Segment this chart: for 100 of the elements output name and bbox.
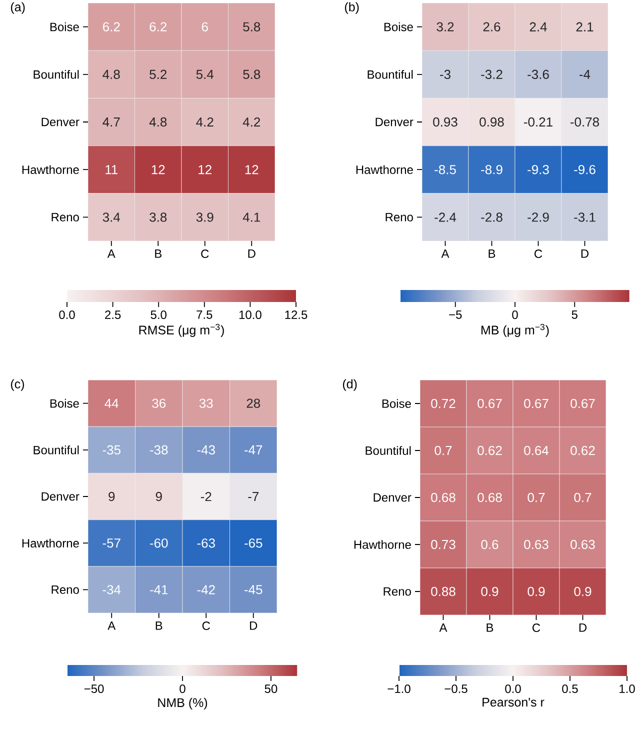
x-tick-label: B (156, 622, 162, 630)
data-label: -43 (197, 445, 215, 454)
y-tick-label: Reno (52, 213, 79, 222)
data-label: 0.6 (481, 540, 498, 550)
data-label: 0.9 (574, 586, 592, 596)
color-bar-label: 0.5 (562, 684, 578, 694)
x-tick-label: D (581, 250, 589, 258)
y-tick-label: Bountiful (368, 70, 413, 79)
data-label: 3.2 (436, 22, 454, 32)
data-label: 5.2 (150, 70, 166, 79)
data-label: 5.4 (196, 70, 214, 79)
data-label: 11 (106, 165, 118, 174)
color-bar-label: −1.0 (388, 684, 410, 694)
color-bar-label: 5 (572, 310, 578, 319)
data-label: 0.62 (570, 446, 595, 456)
data-label: 0.93 (433, 117, 458, 127)
data-label: 0.63 (570, 540, 595, 550)
y-tick-label: Denver (42, 492, 80, 501)
data-label: 0.67 (570, 398, 595, 408)
x-tick-label: B (155, 250, 162, 258)
data-label: -2.8 (481, 212, 502, 222)
color-bar-label: 0.0 (59, 310, 75, 320)
color-bar-title: Pearson's r (482, 698, 544, 707)
data-label: 3.9 (196, 212, 214, 222)
data-label: 0.67 (478, 398, 502, 408)
data-label: -9.6 (574, 164, 596, 174)
y-tick-label: Boise (50, 22, 79, 32)
x-tick-label: A (441, 250, 450, 258)
data-label: -45 (244, 585, 262, 594)
data-label: -2 (200, 492, 212, 502)
data-label: 0.98 (480, 117, 504, 127)
y-tick-label: Reno (52, 586, 79, 594)
y-tick-label: Hawthorne (22, 165, 79, 174)
data-label: -9.3 (528, 164, 549, 174)
data-label: 0.88 (431, 586, 456, 596)
y-tick-label: Denver (376, 118, 414, 126)
y-tick-label: Boise (382, 399, 411, 408)
data-label: -63 (197, 538, 215, 548)
color-bar-label: 7.5 (196, 310, 212, 319)
color-bar-label: 50 (264, 684, 278, 694)
data-label: -60 (150, 538, 168, 548)
data-label: -0.78 (570, 117, 599, 127)
data-label: 0.64 (524, 446, 549, 456)
data-label: 28 (246, 398, 260, 408)
y-tick-label: Hawthorne (356, 165, 413, 174)
data-label: 12 (152, 165, 165, 174)
chart-title: (b) (344, 2, 359, 14)
data-label: 4.1 (242, 212, 260, 222)
data-label: 2.1 (576, 22, 594, 32)
data-label: 4.8 (149, 117, 167, 127)
data-label: 6 (202, 22, 208, 32)
data-label: 0.9 (481, 586, 498, 596)
chart-title: (d) (342, 379, 357, 391)
data-label: 5.8 (243, 22, 260, 32)
y-tick-label: Reno (386, 213, 413, 222)
data-label: 6.2 (103, 22, 120, 32)
data-label: -41 (150, 585, 168, 594)
color-bar-title: NMB (%) (158, 698, 208, 710)
data-label: -3.1 (574, 212, 596, 222)
color-bar-label: 12.5 (285, 310, 308, 320)
x-tick-label: B (486, 624, 494, 632)
y-tick-label: Denver (42, 118, 80, 126)
color-bar-label: 10.0 (239, 310, 262, 320)
y-tick-label: Hawthorne (22, 538, 79, 548)
data-label: 9 (108, 492, 115, 502)
data-label: -2.4 (434, 212, 456, 222)
y-tick-label: Hawthorne (354, 540, 411, 549)
data-label: -0.21 (524, 117, 552, 127)
data-label: 4.2 (196, 117, 214, 127)
data-label: 0.63 (524, 540, 548, 550)
data-label: 0.67 (524, 398, 548, 408)
data-label: 0.7 (574, 492, 592, 502)
color-bar-label: −50 (84, 684, 104, 694)
x-tick-label: C (534, 250, 542, 258)
data-label: 12 (245, 165, 258, 174)
color-bar-title: MB (μg m$^{−3}$) (481, 324, 549, 337)
y-tick-label: Reno (384, 587, 411, 596)
data-label: -57 (102, 538, 120, 548)
data-label: -3 (440, 70, 450, 79)
y-tick-label: Bountiful (34, 70, 79, 79)
data-label: -4 (580, 70, 590, 79)
data-label: 3.4 (102, 212, 120, 222)
data-label: 0.73 (431, 540, 456, 550)
data-label: 2.6 (483, 22, 500, 32)
data-label: 4.7 (102, 118, 120, 126)
data-label: -3.2 (481, 70, 502, 79)
color-bar-label: 0 (512, 310, 518, 320)
x-tick-label: B (488, 250, 496, 258)
data-label: 4.2 (242, 117, 260, 127)
color-bar-label: −5 (449, 310, 462, 319)
data-label: 0.7 (528, 492, 545, 502)
data-label: 0.68 (431, 492, 456, 502)
data-label: 12 (198, 165, 212, 174)
x-tick-label: C (202, 622, 210, 630)
data-label: 3.8 (150, 212, 167, 222)
data-label: -38 (150, 445, 168, 454)
chart-title: (a) (10, 2, 25, 14)
y-tick-label: Bountiful (34, 446, 79, 454)
y-tick-label: Denver (374, 493, 412, 502)
data-label: -3.6 (528, 70, 549, 79)
